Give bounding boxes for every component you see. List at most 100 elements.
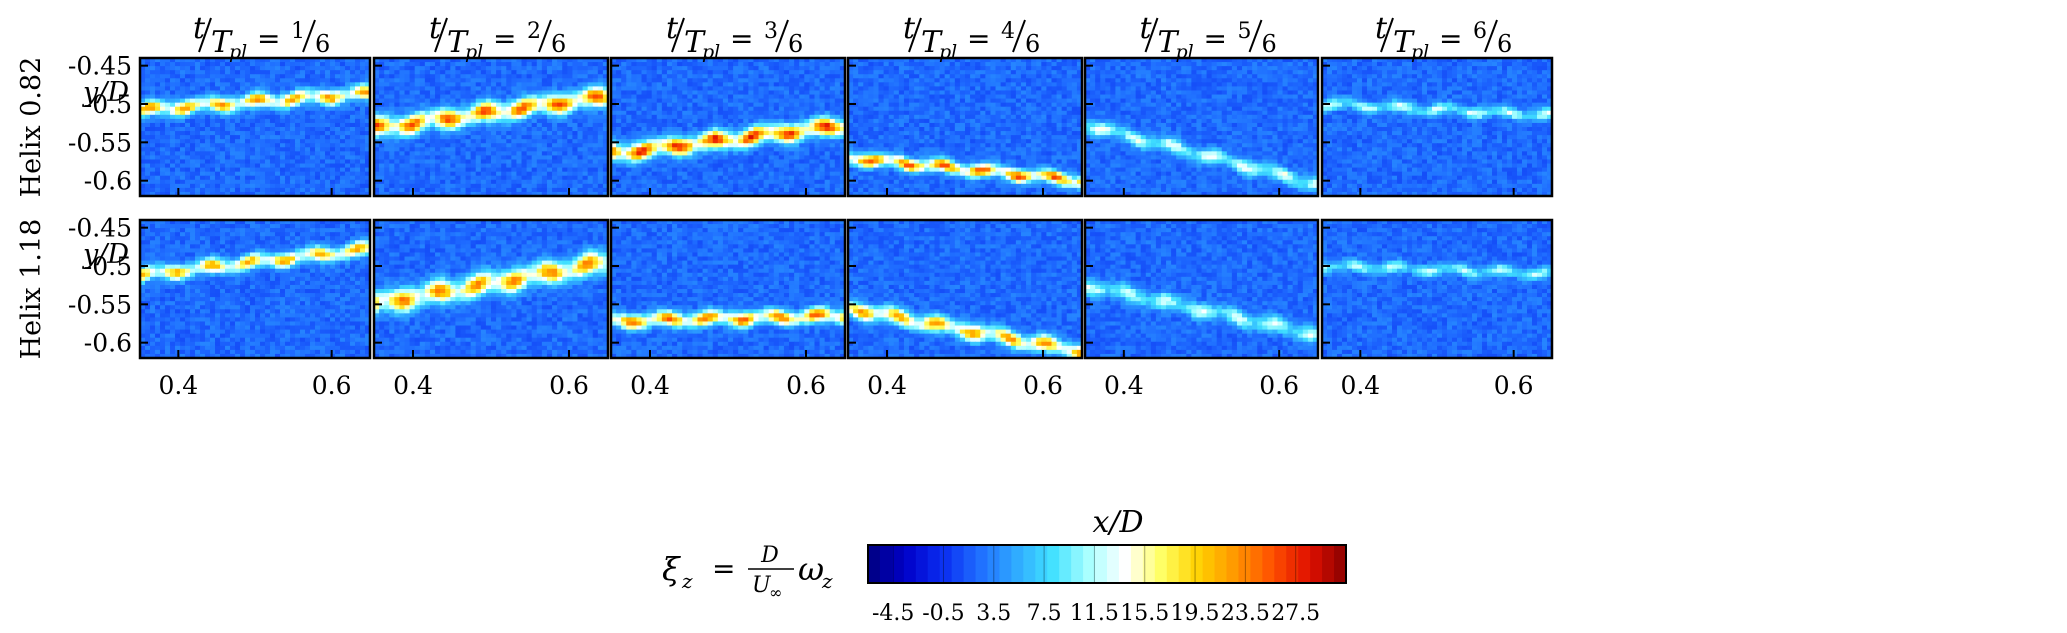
heatmap-cell — [597, 86, 604, 92]
heatmap-cell — [180, 147, 186, 152]
heatmap-cell — [225, 102, 231, 108]
heatmap-cell — [365, 70, 370, 75]
heatmap-cell — [175, 139, 181, 144]
heatmap-cell — [295, 70, 301, 75]
heatmap-cell — [225, 167, 231, 173]
heatmap-cell — [883, 82, 890, 88]
heatmap-cell — [616, 122, 622, 128]
heatmap-cell — [717, 82, 724, 88]
heatmap-cell — [516, 179, 523, 185]
heatmap-cell — [496, 187, 502, 193]
heatmap-cell — [697, 102, 704, 108]
heatmap-cell — [245, 139, 251, 144]
heatmap-cell — [824, 102, 831, 108]
heatmap-cell — [541, 58, 548, 63]
heatmap-cell — [597, 98, 604, 104]
heatmap-cell — [419, 78, 426, 83]
heatmap-cell — [621, 131, 627, 136]
heatmap-cell — [175, 179, 181, 185]
heatmap-cell — [350, 118, 356, 124]
heatmap-cell — [758, 135, 765, 140]
heatmap-cell — [824, 114, 831, 120]
heatmap-cell — [350, 106, 356, 112]
heatmap-cell — [738, 131, 744, 136]
heatmap-cell — [170, 110, 176, 116]
heatmap-cell — [616, 127, 622, 132]
heatmap-cell — [552, 58, 558, 63]
heatmap-cell — [702, 74, 709, 79]
heatmap-cell — [230, 74, 236, 79]
heatmap-cell — [682, 86, 688, 92]
heatmap-cell — [567, 110, 573, 116]
heatmap-cell — [621, 147, 627, 152]
heatmap-cell — [572, 139, 579, 144]
heatmap-cell — [435, 94, 441, 100]
heatmap-cell — [475, 163, 482, 169]
heatmap-cell — [255, 78, 261, 83]
heatmap-cell — [175, 66, 181, 71]
heatmap-cell — [445, 179, 451, 185]
heatmap-cell — [572, 106, 579, 112]
heatmap-cell — [656, 155, 663, 161]
heatmap-cell — [975, 62, 981, 67]
heatmap-cell — [506, 147, 512, 152]
heatmap-cell — [250, 110, 256, 116]
heatmap-cell — [145, 127, 151, 132]
heatmap-cell — [491, 70, 497, 75]
heatmap-cell — [819, 114, 826, 120]
heatmap-cell — [783, 118, 790, 124]
heatmap-cell — [345, 179, 351, 185]
heatmap-cell — [602, 147, 608, 152]
heatmap-cell — [819, 66, 826, 71]
heatmap-cell — [768, 74, 775, 79]
heatmap-cell — [516, 90, 523, 96]
heatmap-cell — [531, 191, 538, 196]
heatmap-cell — [587, 118, 594, 124]
heatmap-cell — [909, 58, 915, 63]
heatmap-cell — [345, 191, 351, 196]
heatmap-cell — [536, 94, 543, 100]
heatmap-cell — [783, 114, 790, 120]
heatmap-cell — [641, 102, 648, 108]
heatmap-cell — [531, 58, 538, 63]
heatmap-cell — [631, 82, 638, 88]
heatmap-cell — [460, 187, 467, 193]
heatmap-cell — [150, 118, 156, 124]
heatmap-cell — [170, 86, 176, 92]
heatmap-cell — [722, 86, 729, 92]
heatmap-cell — [541, 155, 548, 161]
heatmap-cell — [235, 74, 241, 79]
heatmap-cell — [616, 131, 622, 136]
heatmap-cell — [702, 90, 709, 96]
heatmap-cell — [255, 118, 261, 124]
heatmap-cell — [753, 143, 760, 148]
heatmap-cell — [180, 171, 186, 177]
heatmap-cell — [340, 62, 346, 67]
heatmap-cell — [636, 143, 643, 148]
heatmap-cell — [419, 155, 426, 161]
heatmap-cell — [455, 179, 462, 185]
heatmap-cell — [521, 58, 528, 63]
heatmap-cell — [310, 122, 316, 128]
heatmap-cell — [394, 191, 401, 196]
heatmap-cell — [783, 127, 790, 132]
heatmap-cell — [480, 110, 487, 116]
heatmap-cell — [924, 70, 930, 75]
heatmap-cell — [616, 94, 622, 100]
heatmap-cell — [404, 135, 411, 140]
heatmap-cell — [626, 187, 632, 193]
heatmap-cell — [814, 183, 821, 189]
heatmap-cell — [687, 114, 693, 120]
heatmap-cell — [260, 139, 266, 144]
heatmap-cell — [829, 118, 836, 124]
heatmap-cell — [305, 159, 311, 165]
heatmap-cell — [160, 155, 166, 161]
heatmap-cell — [651, 114, 658, 120]
heatmap-cell — [743, 175, 749, 181]
heatmap-cell — [531, 183, 538, 189]
heatmap-cell — [379, 106, 385, 112]
heatmap-cell — [310, 66, 316, 71]
heatmap-cell — [265, 106, 271, 112]
heatmap-cell — [200, 167, 206, 173]
heatmap-cell — [898, 62, 905, 67]
